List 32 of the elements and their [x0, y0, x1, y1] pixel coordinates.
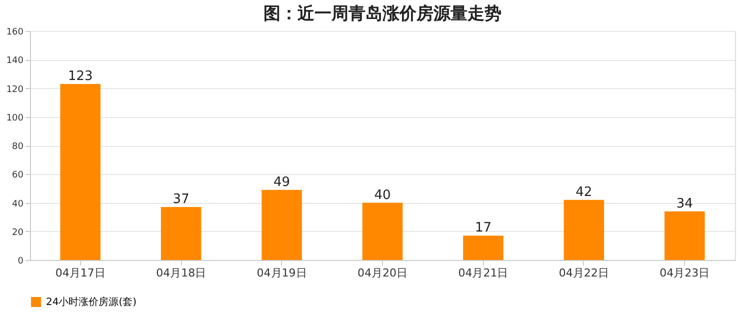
x-tick-label: 04月19日 [256, 266, 307, 280]
data-label: 17 [474, 220, 492, 236]
y-tick-label: 60 [12, 170, 24, 181]
data-label: 37 [172, 192, 190, 208]
x-tick-label: 04月21日 [458, 266, 508, 280]
y-tick-label: 160 [6, 28, 24, 38]
y-tick-label: 80 [12, 142, 24, 152]
bar [362, 202, 403, 260]
bar [564, 200, 604, 260]
data-label: 40 [374, 188, 391, 203]
chart-title: 图：近一周青岛涨价房源量走势 [264, 4, 502, 24]
bar [664, 211, 705, 260]
x-tick-label: 04月20日 [358, 266, 408, 280]
data-label: 123 [68, 68, 93, 84]
data-label: 49 [274, 174, 290, 190]
x-tick-label: 04月18日 [156, 266, 206, 280]
bar [60, 84, 100, 260]
y-tick-label: 140 [6, 56, 24, 66]
y-tick-label: 100 [6, 113, 24, 124]
bar [262, 190, 302, 260]
y-tick-label: 20 [12, 228, 24, 238]
bar [160, 207, 202, 260]
y-tick-label: 0 [18, 256, 24, 266]
data-label: 42 [576, 184, 592, 200]
x-tick-label: 04月22日 [558, 266, 609, 280]
data-label: 34 [676, 196, 693, 212]
x-tick-label: 04月17日 [55, 266, 106, 280]
y-tick-label: 40 [12, 199, 24, 210]
bar [463, 236, 504, 260]
x-tick-label: 04月23日 [660, 266, 710, 280]
legend-label: 24小时涨价房源(套) [46, 296, 137, 308]
y-tick-label: 120 [6, 84, 24, 95]
